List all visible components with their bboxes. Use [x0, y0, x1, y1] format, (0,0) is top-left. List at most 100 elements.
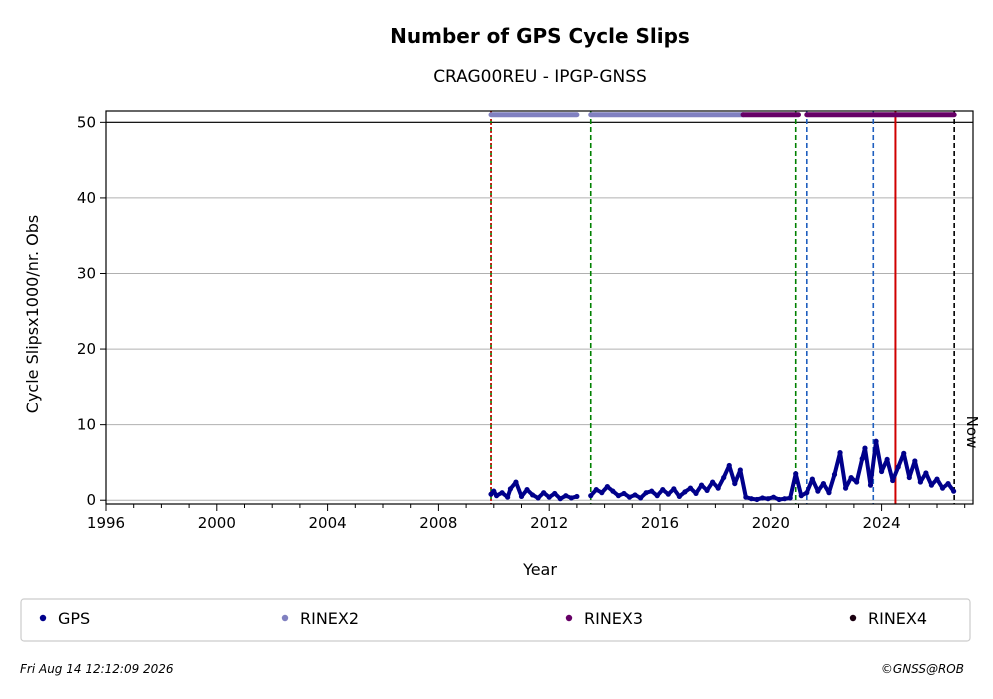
data-point [862, 445, 868, 451]
x-tick-label: 1996 [87, 514, 125, 532]
series-trace [885, 457, 895, 483]
series-trace [826, 472, 837, 495]
data-point [491, 488, 497, 494]
legend-marker [565, 614, 573, 622]
data-point [588, 493, 594, 499]
data-point [546, 494, 552, 500]
y-tick-label: 30 [77, 264, 96, 282]
data-point [895, 464, 901, 470]
data-point [912, 458, 918, 464]
data-point [535, 495, 541, 501]
data-point [574, 493, 580, 500]
legend-label: RINEX4 [868, 609, 927, 628]
data-point [518, 493, 525, 500]
data-point [804, 490, 810, 496]
data-point [770, 494, 777, 500]
series-trace [793, 471, 804, 498]
data-point [671, 486, 677, 492]
data-point [782, 496, 788, 502]
data-point [552, 490, 558, 497]
data-point [682, 489, 688, 495]
data-point [704, 487, 710, 493]
y-tick-label: 20 [77, 340, 96, 358]
data-point [732, 480, 738, 487]
x-tick-label: 2012 [530, 514, 568, 532]
legend-label: RINEX3 [584, 609, 643, 628]
data-point [665, 491, 671, 497]
data-point [815, 488, 821, 494]
data-point [754, 496, 760, 503]
data-point [524, 487, 530, 493]
y-tick-label: 10 [77, 416, 96, 434]
series-trace [901, 451, 912, 480]
data-point [710, 479, 716, 485]
legend-label: RINEX2 [300, 609, 359, 628]
y-tick-label: 40 [77, 189, 96, 207]
data-point [917, 479, 923, 485]
series-trace [912, 458, 923, 485]
series-trace [854, 456, 865, 485]
data-point [787, 495, 793, 501]
x-tick-label: 2024 [862, 514, 900, 532]
data-point [505, 494, 511, 500]
x-tick-label: 2000 [198, 514, 236, 532]
data-point [928, 482, 935, 488]
x-tick-label: 2016 [641, 514, 679, 532]
data-point [737, 467, 743, 473]
now-label: Now [963, 416, 981, 449]
data-point [906, 474, 912, 481]
y-tick-label: 50 [77, 113, 96, 131]
x-axis-ticks: 1996 2000 2004 2008 2012 2016 2020 2024 [87, 504, 966, 532]
data-point [643, 490, 649, 496]
data-point [615, 493, 622, 499]
data-point [748, 496, 755, 502]
data-point [529, 492, 536, 498]
legend-marker [281, 614, 289, 622]
event-lines [490, 111, 955, 504]
data-point [759, 495, 766, 501]
data-point [626, 494, 633, 500]
data-point [493, 493, 500, 499]
data-point [715, 485, 721, 491]
data-point [721, 474, 727, 481]
data-point [693, 490, 699, 497]
data-point [638, 495, 644, 501]
legend-box [20, 598, 971, 642]
data-point [831, 471, 838, 478]
data-point [939, 485, 946, 491]
y-axis-ticks: 0 10 20 30 40 50 [77, 113, 106, 509]
data-point [884, 456, 890, 463]
data-point [698, 482, 705, 488]
data-point [621, 490, 627, 497]
data-point [541, 490, 547, 496]
data-point [859, 456, 865, 462]
grid-lines [106, 121, 973, 501]
data-point [820, 480, 827, 487]
x-tick-label: 2020 [752, 514, 790, 532]
y-tick-label: 0 [86, 491, 96, 509]
data-point [776, 496, 782, 503]
data-point [765, 496, 771, 502]
data-point [842, 485, 849, 491]
gps-series [488, 438, 957, 503]
data-point [676, 493, 682, 500]
legend-marker [849, 614, 857, 622]
data-point [513, 479, 519, 485]
data-point [798, 493, 804, 499]
x-tick-label: 2004 [309, 514, 347, 532]
data-point [660, 487, 666, 493]
x-axis-label: Year [522, 560, 557, 579]
data-point [507, 486, 514, 492]
data-point [793, 471, 799, 477]
series-trace [738, 467, 748, 500]
plot-frame [105, 110, 974, 505]
data-point [923, 470, 929, 476]
data-point [726, 462, 732, 469]
data-point [687, 485, 694, 491]
series-trace [838, 450, 848, 491]
data-point [610, 488, 616, 494]
series-trace [868, 439, 879, 488]
x-tick-label: 2008 [419, 514, 457, 532]
data-point [854, 479, 860, 485]
